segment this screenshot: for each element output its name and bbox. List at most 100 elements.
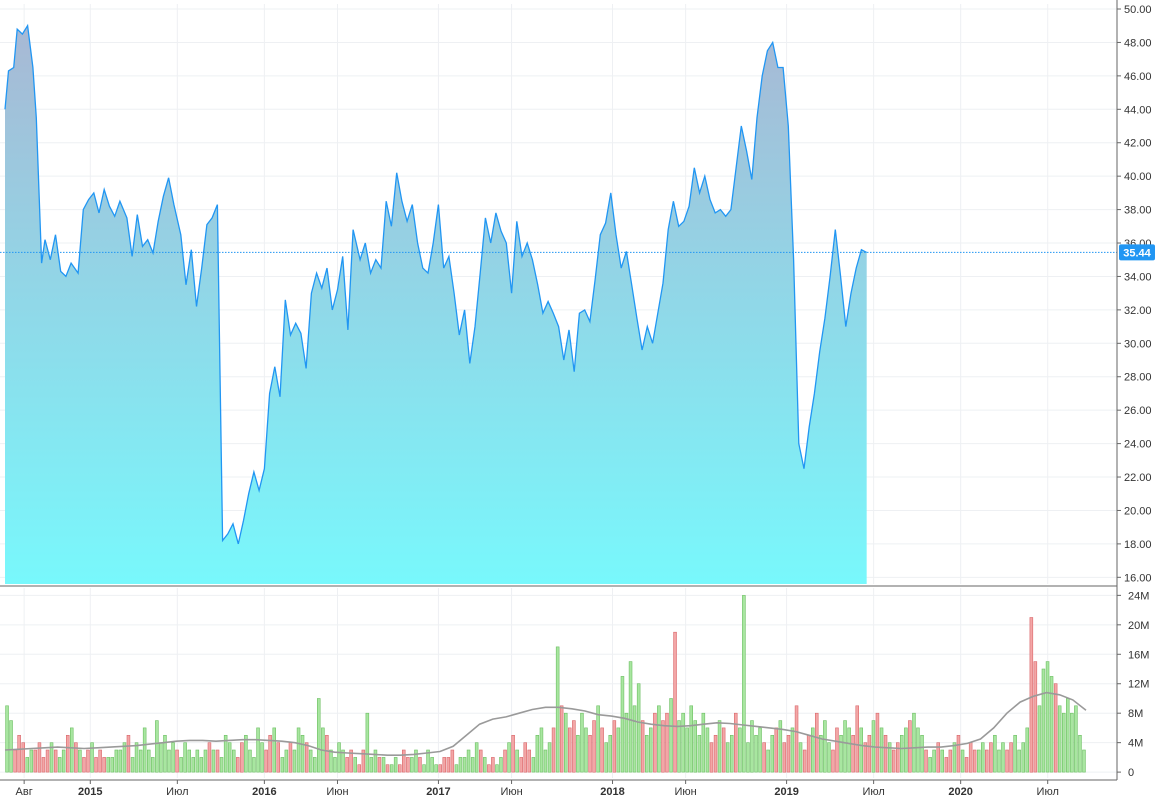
volume-bar	[288, 742, 293, 773]
volume-bar	[928, 757, 932, 773]
price-tick-label: 42.00	[1124, 138, 1152, 150]
volume-bar	[912, 712, 916, 773]
volume-bar	[450, 749, 455, 773]
volume-bar	[592, 720, 596, 773]
x-tick-label: Июл	[1037, 786, 1059, 798]
volume-bar	[790, 727, 795, 773]
volume-bar	[786, 734, 791, 773]
volume-bar	[657, 705, 661, 773]
volume-bar	[37, 742, 42, 773]
volume-bar	[1037, 705, 1042, 773]
volume-bar	[697, 734, 702, 773]
volume-bar	[883, 734, 888, 773]
price-area	[4, 23, 867, 584]
volume-bar	[814, 712, 819, 773]
volume-tick-label: 20M	[1128, 620, 1149, 632]
price-tick-label: 44.00	[1124, 104, 1152, 116]
x-tick-label: 2020	[948, 786, 972, 798]
volume-bar	[1021, 742, 1025, 773]
volume-bar	[616, 727, 621, 773]
volume-tick-label: 16M	[1128, 649, 1149, 661]
volume-bar	[640, 720, 645, 773]
volume-bar	[665, 712, 669, 773]
volume-bar	[572, 720, 576, 773]
volume-bar	[612, 720, 617, 773]
volume-bar	[1041, 668, 1046, 773]
volume-bar	[746, 742, 750, 773]
volume-bar	[600, 727, 604, 773]
price-tick-label: 38.00	[1124, 205, 1152, 217]
volume-bar	[446, 757, 451, 773]
price-tick-label: 16.00	[1124, 572, 1152, 584]
volume-bar	[584, 727, 588, 773]
volume-bar	[580, 712, 584, 773]
volume-bar	[292, 749, 297, 773]
volume-bar	[410, 757, 414, 773]
volume-bar	[1078, 734, 1082, 773]
volume-bar	[604, 742, 608, 773]
volume-bar	[211, 749, 216, 773]
volume-bar	[717, 720, 722, 773]
volume-bar	[681, 712, 685, 773]
volume-bar	[895, 742, 900, 773]
volume-bar	[1066, 698, 1070, 773]
volume-bar	[673, 631, 677, 773]
volume-bar	[976, 749, 981, 773]
volume-bar	[523, 742, 527, 773]
volume-bar	[729, 734, 734, 773]
volume-bar	[414, 749, 418, 773]
volume-bar	[5, 705, 9, 773]
volume-bar	[539, 727, 544, 773]
volume-bar	[349, 749, 353, 773]
volume-bar	[879, 727, 884, 773]
volume-bar	[478, 749, 483, 773]
volume-bar	[361, 749, 366, 773]
volume-bar	[968, 742, 973, 773]
x-tick-label: 2018	[600, 786, 624, 798]
price-tick-label: 24.00	[1124, 439, 1152, 451]
volume-bar	[57, 757, 62, 773]
volume-bar	[904, 727, 908, 773]
volume-bar	[389, 764, 394, 773]
volume-bar	[499, 757, 503, 773]
volume-bar	[1070, 712, 1074, 773]
volume-bar	[932, 749, 936, 773]
volume-bar	[337, 742, 341, 773]
x-axis[interactable]: Авг 2015 Июл 2016 Июн 2017 Июн 2018 Июн 2019 Июл 20…	[16, 780, 1059, 798]
volume-bar	[126, 734, 131, 773]
volume-bar	[53, 749, 58, 773]
volume-bar	[1017, 749, 1021, 773]
volume-bar	[794, 705, 799, 773]
price-tick-label: 50.00	[1124, 4, 1152, 16]
volume-bar	[997, 749, 1001, 773]
volume-bar	[118, 749, 123, 773]
volume-bar	[936, 742, 940, 773]
volume-bar	[733, 712, 738, 773]
price-tick-label: 22.00	[1124, 472, 1152, 484]
volume-bar	[855, 705, 859, 773]
volume-bar	[195, 749, 200, 773]
volume-bar	[466, 749, 471, 773]
volume-bar	[750, 720, 754, 773]
volume-bar	[576, 734, 580, 773]
price-tick-label: 40.00	[1124, 171, 1152, 183]
volume-ma-line	[4, 691, 1087, 756]
last-price-badge[interactable]: 35.44	[1119, 244, 1155, 261]
volume-bar	[442, 757, 446, 773]
volume-bar	[199, 757, 204, 773]
volume-bar	[1033, 661, 1038, 773]
volume-bar	[774, 727, 778, 773]
volume-bar	[316, 698, 321, 773]
volume-bar	[823, 720, 827, 773]
volume-bar	[272, 727, 276, 773]
volume-bar	[268, 734, 272, 773]
volume-bar	[296, 727, 301, 773]
volume-bar	[806, 734, 811, 773]
volume-bar	[462, 757, 467, 773]
volume-bar	[70, 727, 74, 773]
volume-bar	[264, 749, 268, 773]
volume-bar	[232, 749, 236, 773]
volume-bar	[207, 742, 212, 773]
price-tick-label: 34.00	[1124, 271, 1152, 283]
volume-bar	[843, 720, 847, 773]
